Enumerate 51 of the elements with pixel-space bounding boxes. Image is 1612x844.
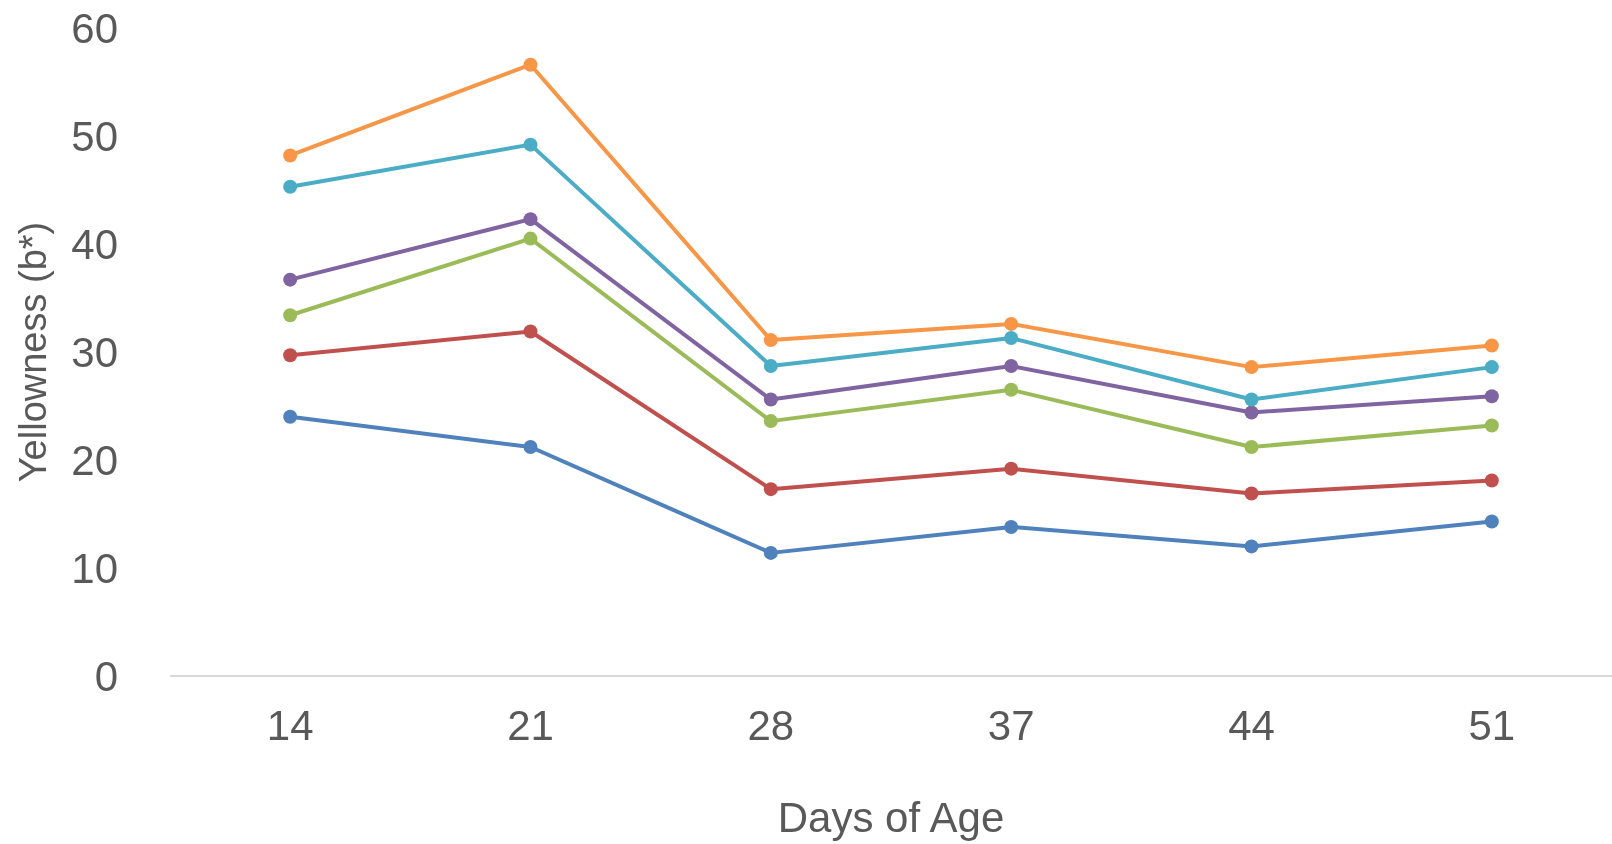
x-tick-label: 44 [1228,702,1275,749]
point [1484,418,1499,433]
point [1004,359,1019,374]
point [1004,330,1019,345]
point [523,231,538,246]
point [283,348,298,363]
point [283,409,298,424]
point [523,212,538,227]
point [763,414,778,429]
point [763,359,778,374]
point [1244,486,1259,501]
point [1244,405,1259,420]
point [1244,392,1259,407]
point [523,137,538,152]
y-tick-label: 50 [71,112,118,160]
point [763,545,778,560]
x-tick-label: 28 [747,702,795,749]
x-axis-title: Days of Age [777,794,1005,841]
point [763,333,778,348]
y-axis-title: Yellowness (b*) [12,221,54,483]
point [1484,389,1499,404]
point [283,179,298,194]
x-tick-label: 37 [987,702,1035,749]
point [1004,519,1019,534]
point [523,440,538,455]
x-tick-label: 51 [1468,702,1516,749]
point [1484,473,1499,488]
y-tick-label: 60 [71,4,118,52]
point [283,272,298,287]
x-tick-label: 21 [507,702,554,749]
point [523,324,538,339]
point [763,482,778,497]
point [1004,382,1019,397]
point [283,308,298,323]
point [1484,338,1499,353]
x-tick-label: 14 [266,702,314,749]
y-tick-label: 0 [94,652,118,700]
y-tick-label: 40 [71,220,118,268]
point [763,392,778,407]
point [1004,461,1019,476]
point [1484,514,1499,529]
point [283,148,298,163]
point [1244,360,1259,375]
y-tick-label: 30 [71,328,118,376]
y-tick-label: 20 [71,436,118,484]
point [523,57,538,72]
point [1244,440,1259,455]
y-tick-label: 10 [71,544,118,592]
point [1244,539,1259,554]
point [1484,360,1499,375]
point [1004,316,1019,331]
